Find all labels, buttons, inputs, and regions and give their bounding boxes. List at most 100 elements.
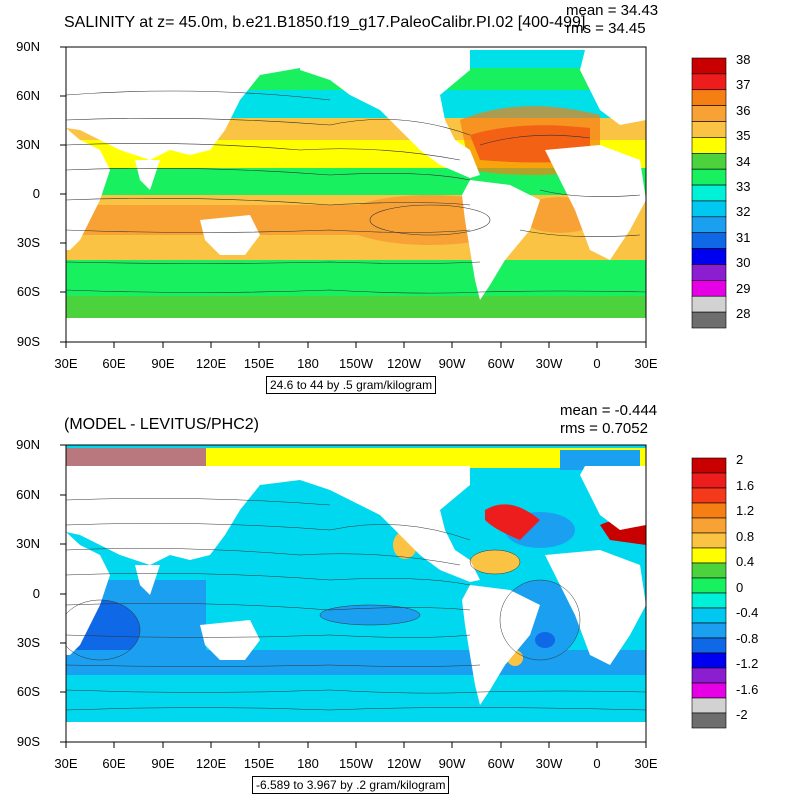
- salinity-colorbar: [691, 57, 727, 329]
- colorbar-swatch: [691, 105, 727, 122]
- colorbar-swatch: [691, 487, 727, 504]
- lon-label: 60W: [487, 356, 515, 371]
- lat-label: 30S: [16, 635, 40, 650]
- colorbar-label: 2: [736, 452, 744, 467]
- lat-label: 30N: [16, 137, 40, 152]
- colorbar-swatch: [691, 457, 727, 474]
- colorbar-swatch: [691, 577, 727, 594]
- rms-stat: rms = 0.7052: [560, 420, 648, 437]
- colorbar-label: 30: [736, 255, 751, 271]
- colorbar-swatch: [691, 216, 727, 234]
- colorbar-swatch: [691, 472, 727, 489]
- colorbar-swatch: [691, 200, 727, 218]
- colorbar-swatch: [691, 712, 727, 729]
- colorbar-label: 1.6: [736, 477, 755, 493]
- lon-label: 90W: [438, 756, 466, 771]
- lat-label: 60N: [16, 487, 40, 502]
- colorbar-label: 36: [736, 102, 751, 118]
- colorbar-swatch: [691, 622, 727, 639]
- lon-label: 90E: [151, 356, 175, 371]
- lon-label: 90W: [438, 356, 466, 371]
- mean-stat: mean = 34.43: [566, 2, 659, 19]
- lon-label: 30E: [634, 756, 658, 771]
- colorbar-swatch: [691, 652, 727, 669]
- lat-label: 60S: [16, 684, 40, 699]
- lat-ticks: [60, 46, 66, 343]
- lon-label: 30W: [535, 756, 563, 771]
- colorbar-label: -1.6: [736, 681, 759, 697]
- lon-label: 120E: [195, 756, 227, 771]
- colorbar-label: 0: [736, 579, 744, 595]
- colorbar-label: 37: [736, 77, 751, 93]
- colorbar-swatch: [691, 295, 727, 313]
- colorbar-label: 31: [736, 229, 751, 245]
- colorbar-label: 33: [736, 179, 751, 195]
- lat-label: 90N: [16, 437, 40, 452]
- colorbar-swatch: [691, 682, 727, 699]
- lon-ticks: [65, 342, 647, 348]
- colorbar-swatch: [691, 121, 727, 138]
- contour-range-label: -6.589 to 3.967 by .2 gram/kilogram: [252, 776, 450, 794]
- lon-label: 150E: [243, 356, 275, 371]
- colorbar-swatch: [691, 232, 727, 249]
- lat-label: 90N: [16, 39, 40, 54]
- colorbar-label: -0.8: [736, 630, 759, 646]
- lon-label: 60E: [102, 756, 126, 771]
- lon-label: 60W: [487, 756, 515, 771]
- lat-label: 0: [32, 186, 40, 201]
- lon-label: 150W: [339, 756, 373, 771]
- colorbar-swatch: [691, 137, 727, 154]
- lat-label: 90S: [16, 734, 40, 749]
- lon-label: 30E: [54, 756, 78, 771]
- lon-label: 150W: [339, 356, 373, 371]
- lon-label: 30E: [54, 356, 78, 371]
- colorbar-label: -2: [736, 707, 748, 722]
- colorbar-label: 28: [736, 306, 751, 322]
- colorbar-label: -1.2: [736, 656, 759, 671]
- colorbar-swatch: [691, 184, 727, 202]
- colorbar-label: 1.2: [736, 503, 755, 518]
- lon-label: 120W: [387, 356, 421, 371]
- colorbar-label: -0.4: [736, 605, 759, 620]
- panel-title: SALINITY at z= 45.0m, b.e21.B1850.f19_g1…: [64, 14, 586, 31]
- colorbar-swatch: [691, 89, 727, 106]
- colorbar-swatch: [691, 152, 727, 170]
- lat-label: 30S: [16, 235, 40, 250]
- colorbar-swatch: [691, 547, 727, 564]
- salinity-map: [60, 46, 647, 348]
- colorbar-label: 0.8: [736, 528, 755, 544]
- lon-label: 90E: [151, 756, 175, 771]
- lat-label: 60S: [16, 284, 40, 299]
- lon-ticks: [65, 742, 647, 748]
- lon-label: 180: [297, 356, 319, 371]
- lon-label: 0: [593, 756, 601, 771]
- colorbar-label: 29: [736, 280, 751, 296]
- lat-label: 90S: [16, 334, 40, 349]
- lat-label: 60N: [16, 88, 40, 103]
- colorbar-swatch: [691, 637, 727, 654]
- colorbar-swatch: [691, 562, 727, 579]
- colorbar-swatch: [691, 280, 727, 297]
- colorbar-label: 32: [736, 204, 751, 220]
- lat-label: 0: [32, 586, 40, 601]
- difference-colorbar: [691, 457, 727, 729]
- colorbar-label: 38: [736, 52, 751, 67]
- rms-stat: rms = 34.45: [566, 20, 646, 37]
- colorbar-swatch: [691, 517, 727, 534]
- colorbar-swatch: [691, 73, 727, 91]
- colorbar-swatch: [691, 697, 727, 714]
- difference-map: [60, 444, 647, 748]
- lon-label: 180: [297, 756, 319, 771]
- salinity-panel: SALINITY at z= 45.0m, b.e21.B1850.f19_g1…: [16, 2, 751, 394]
- lon-label: 30W: [535, 356, 563, 371]
- lon-label: 60E: [102, 356, 126, 371]
- lon-label: 150E: [243, 756, 275, 771]
- colorbar-swatch: [691, 592, 727, 609]
- colorbar-swatch: [691, 57, 727, 75]
- colorbar-swatch: [691, 264, 727, 281]
- lon-label: 120E: [195, 356, 227, 371]
- colorbar-swatch: [691, 248, 727, 265]
- colorbar-swatch: [691, 502, 727, 519]
- lat-label: 30N: [16, 536, 40, 551]
- panel-title: (MODEL - LEVITUS/PHC2): [64, 416, 259, 433]
